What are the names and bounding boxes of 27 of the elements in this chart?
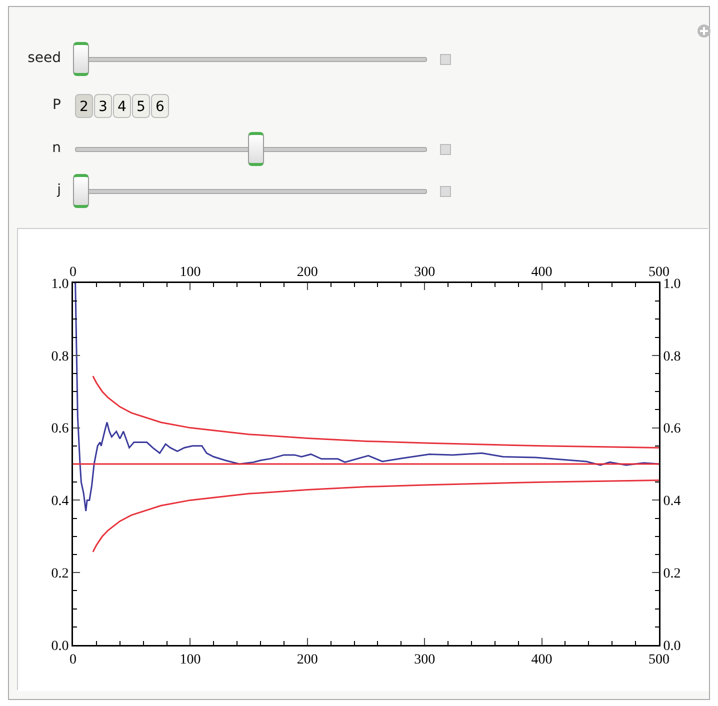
x-tick-label: 200 [296, 264, 318, 280]
y-tick-label: 1.0 [51, 276, 69, 292]
x2-tick-label: 100 [180, 652, 201, 668]
y-tick-label: 0.2 [51, 566, 69, 582]
text: n [51, 140, 61, 156]
text: seed [26, 50, 61, 66]
x2-tick-label: 400 [531, 652, 552, 668]
y2-tick-label: 0.6 [663, 422, 681, 437]
y2-tick-label: 0.8 [663, 349, 681, 364]
x-tick-label: 0 [70, 264, 76, 280]
x2-tick-label: 500 [648, 652, 670, 668]
x2-tick-label: 200 [296, 652, 318, 668]
y-tick-label: 0.6 [51, 422, 69, 437]
text: j [56, 182, 61, 198]
x-tick-label: 400 [531, 264, 552, 280]
x2-tick-label: 300 [414, 652, 436, 668]
x-tick-label: 100 [180, 264, 201, 280]
x-tick-label: 300 [414, 264, 436, 280]
y2-tick-label: 0.4 [663, 494, 681, 510]
y2-tick-label: 0.0 [663, 638, 681, 654]
y2-tick-label: 0.2 [663, 566, 681, 582]
text: P [52, 97, 61, 113]
y-tick-label: 0.4 [51, 494, 69, 510]
x2-tick-label: 0 [70, 652, 76, 668]
y-tick-label: 0.0 [51, 638, 69, 654]
y-tick-label: 0.8 [51, 349, 69, 364]
button-bar: 2 3 4 5 6 [75, 94, 170, 118]
